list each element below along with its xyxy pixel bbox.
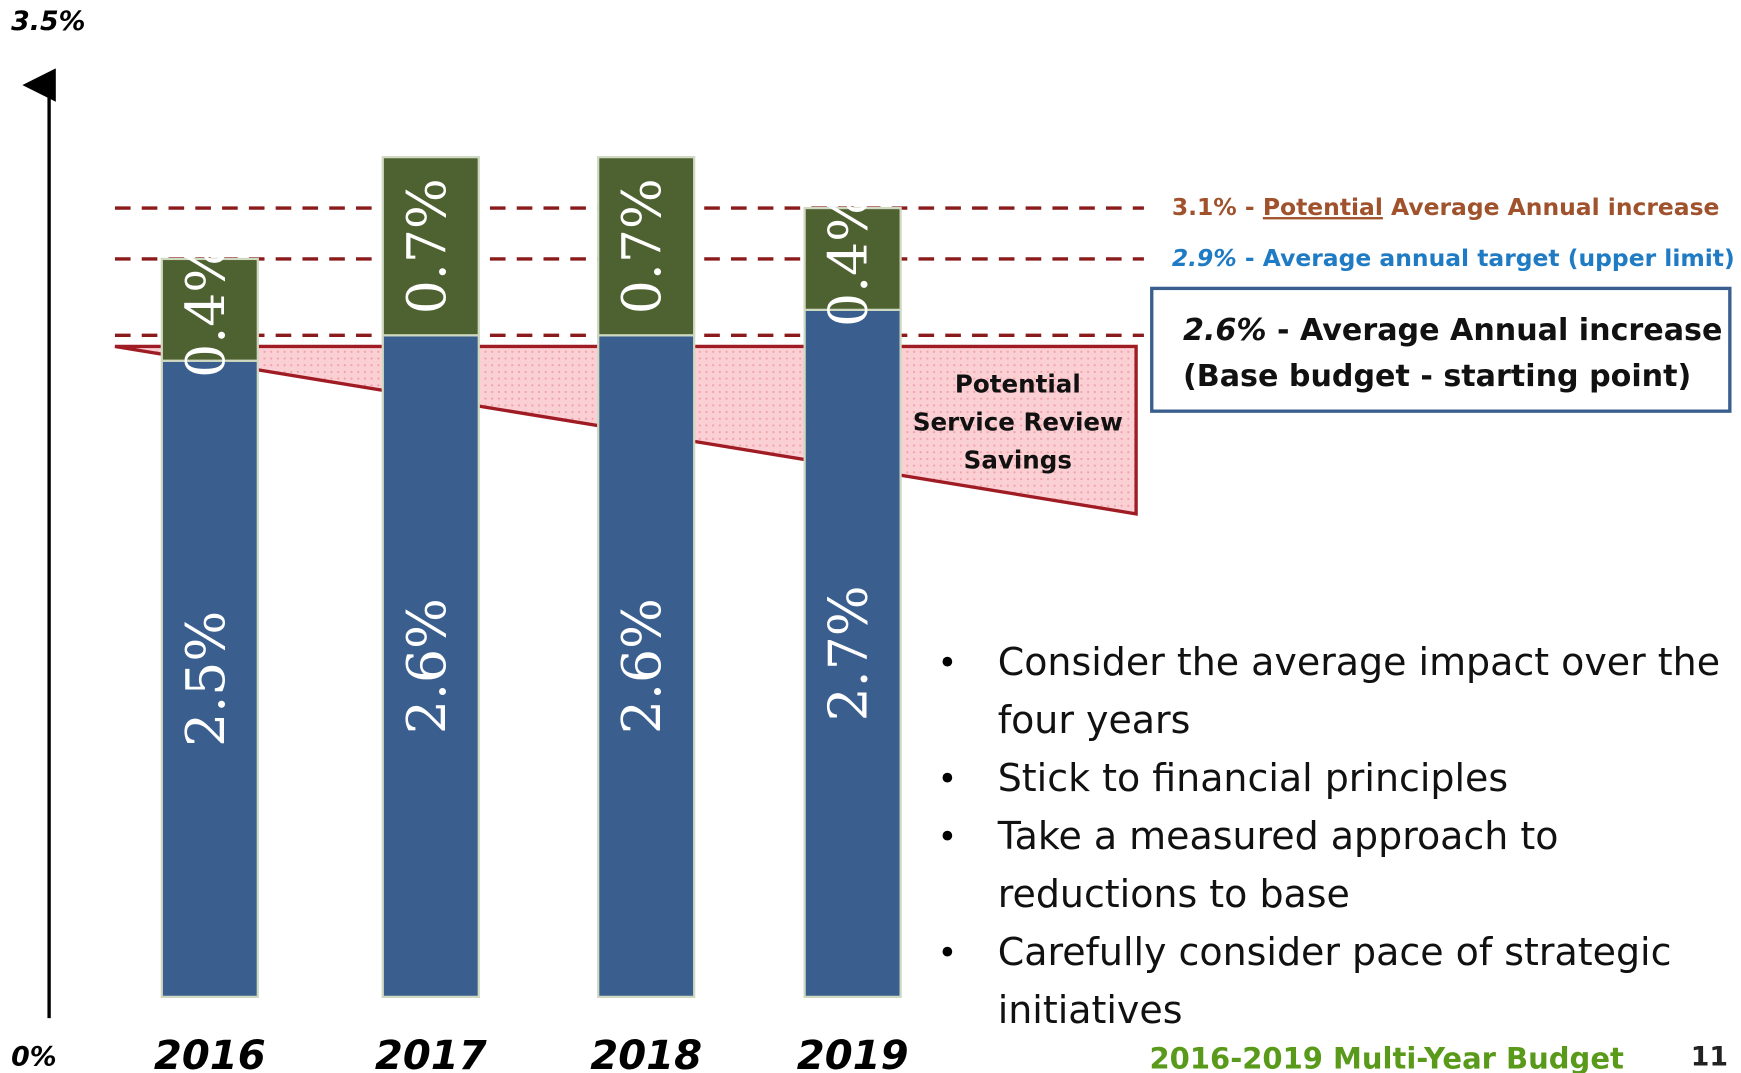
value-label: 2.6% (610, 598, 673, 734)
value-label: 0.4% (174, 242, 237, 378)
bullet-text: Carefully consider pace of strategic (998, 930, 1672, 974)
y-tick-label: 3.5% (11, 6, 85, 37)
reference-label-part: - Average annual target (upper limit) (1237, 243, 1735, 271)
bullet-text: Consider the average impact over the (998, 640, 1720, 684)
reference-label: 2.9% - Average annual target (upper limi… (1172, 243, 1735, 271)
value-label: 0.7% (610, 178, 673, 314)
bar-segment (381, 156, 480, 337)
value-label: 2.7% (817, 585, 880, 721)
bullet-dot: • (937, 759, 957, 798)
bullet-text: Stick to financial principles (998, 756, 1508, 800)
bar-segment (803, 308, 902, 998)
bar-segment (597, 334, 696, 998)
reference-label: (Base budget - starting point) (1183, 359, 1691, 394)
x-tick-label: 2017 (375, 1033, 487, 1073)
reference-label-part: 2.6% (1183, 312, 1267, 347)
reference-label: 2.6% - Average Annual increase (1183, 312, 1722, 347)
value-label: 2.6% (395, 598, 458, 734)
bullet-text: initiatives (998, 988, 1183, 1032)
bar-segment (160, 359, 259, 998)
reference-label-part: 3.1% (1172, 193, 1237, 221)
reference-label-part: - Average Annual increase (1267, 312, 1723, 347)
bar-segment (160, 257, 259, 362)
footer: 2016-2019 Multi-Year Budget (1150, 1041, 1624, 1073)
savings-label: Service Review (913, 407, 1123, 436)
reference-label-part: Potential (1263, 193, 1383, 221)
page-number: 11 (1691, 1042, 1728, 1073)
y-tick-label: 0% (11, 1042, 56, 1073)
bar-segment (803, 206, 902, 311)
bar-segment (381, 334, 480, 998)
bullet-text: reductions to base (998, 872, 1350, 916)
bullet-dot: • (937, 933, 957, 972)
reference-box (1150, 286, 1732, 413)
reference-label-part: Average Annual increase (1383, 193, 1720, 221)
bar-segment (597, 156, 696, 337)
bullet-dot: • (937, 817, 957, 856)
savings-label: Potential (955, 370, 1081, 399)
bullet-dot: • (937, 643, 957, 682)
x-tick-label: 2019 (797, 1033, 909, 1073)
value-label: 2.5% (174, 611, 237, 747)
value-label: 0.4% (817, 191, 880, 327)
value-label: 0.7% (395, 178, 458, 314)
reference-label-part: - (1237, 193, 1263, 221)
x-tick-label: 2018 (590, 1033, 702, 1073)
bullet-text: Take a measured approach to (997, 814, 1559, 858)
bullet-text: four years (998, 698, 1191, 742)
reference-label-part: 2.9% (1172, 243, 1237, 271)
x-tick-label: 2016 (154, 1033, 266, 1073)
reference-label: 3.1% - Potential Average Annual increase (1172, 193, 1720, 221)
savings-label: Savings (964, 445, 1072, 474)
